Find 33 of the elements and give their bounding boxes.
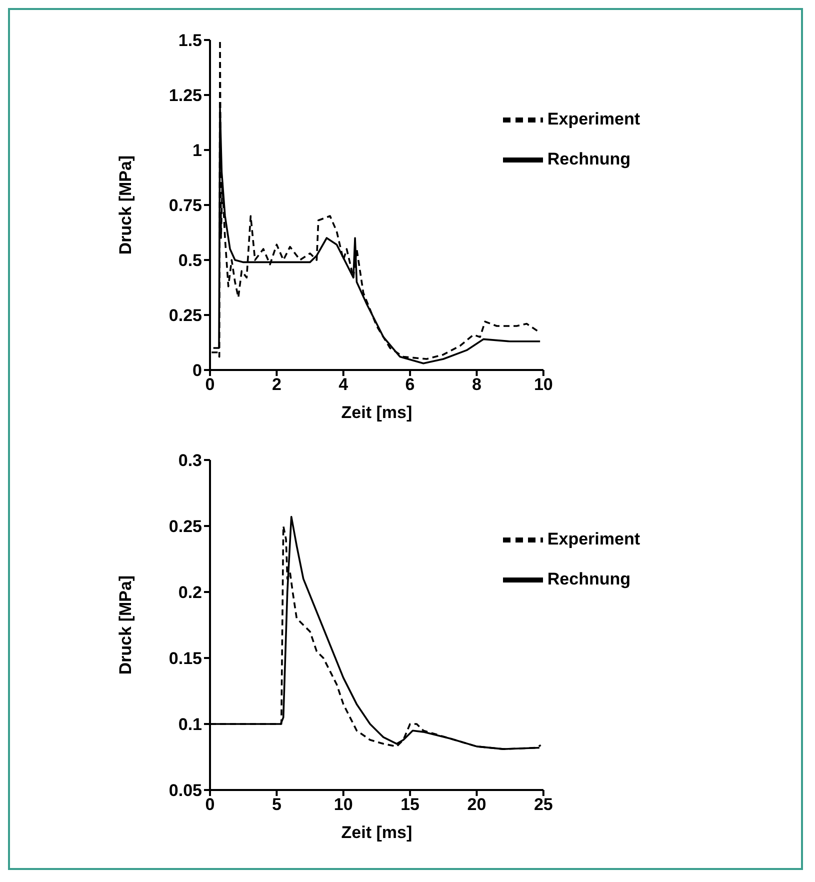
y-tick-label: 0.3 — [178, 451, 202, 470]
legend-label: Experiment — [547, 109, 640, 128]
y-tick-label: 0 — [192, 361, 202, 380]
y-tick-label: 0.25 — [168, 517, 202, 536]
y-tick-label: 0.05 — [168, 781, 202, 800]
x-axis-title: Zeit [ms] — [341, 823, 412, 842]
x-tick-label: 6 — [405, 375, 415, 394]
x-tick-label: 0 — [205, 375, 215, 394]
y-axis-title: Druck [MPa] — [116, 575, 136, 675]
x-axis-title: Zeit [ms] — [341, 403, 412, 422]
y-tick-label: 1 — [192, 141, 202, 160]
y-tick-label: 0.1 — [178, 715, 202, 734]
x-tick-label: 5 — [272, 795, 282, 814]
x-tick-label: 8 — [472, 375, 482, 394]
y-tick-label: 0.25 — [168, 306, 202, 326]
legend-label: Experiment — [547, 529, 640, 548]
y-tick-label: 0.15 — [168, 649, 202, 668]
legend-label: Rechnung — [547, 569, 631, 588]
x-tick-label: 2 — [272, 375, 282, 394]
y-axis-title: Druck [MPa] — [116, 155, 136, 255]
y-tick-label: 0.75 — [168, 196, 202, 216]
y-tick-label: 0.2 — [178, 583, 202, 602]
x-tick-label: 10 — [534, 375, 553, 394]
x-tick-label: 15 — [400, 795, 420, 814]
x-tick-label: 0 — [205, 795, 215, 814]
x-tick-label: 25 — [534, 795, 553, 814]
y-tick-label: 1.5 — [178, 31, 202, 50]
legend-label: Rechnung — [547, 149, 631, 168]
x-tick-label: 4 — [338, 375, 349, 394]
y-tick-label: 0.5 — [178, 251, 202, 270]
y-tick-label: 1.25 — [168, 86, 202, 106]
x-tick-label: 10 — [334, 795, 353, 814]
x-tick-label: 20 — [467, 795, 486, 814]
